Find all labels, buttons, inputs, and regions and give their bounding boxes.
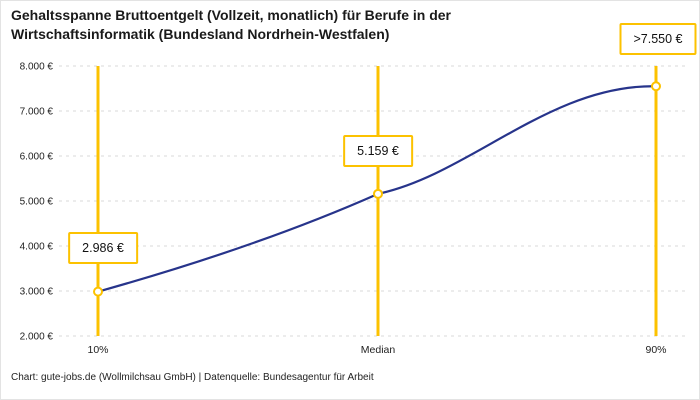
y-tick-label: 2.000 € [20,332,54,343]
data-point-Median [373,188,383,199]
y-tick-label: 8.000 € [20,62,54,73]
y-tick-label: 6.000 € [20,152,54,163]
chart-title: Gehaltsspanne Bruttoentgelt (Vollzeit, m… [11,7,452,42]
chart-source: Chart: gute-jobs.de (Wollmilchsau GmbH) … [11,372,374,383]
data-point-10% [93,286,103,297]
point-label-90pct: >7.550 € [619,23,697,55]
data-point-90% [651,81,661,92]
y-tick-label: 5.000 € [20,197,54,208]
y-tick-label: 4.000 € [20,242,54,253]
x-tick-label: 90% [645,344,666,356]
x-tick-label: 10% [87,344,108,356]
y-tick-label: 3.000 € [20,287,54,298]
x-tick-label: Median [361,344,396,356]
point-label-median: 5.159 € [343,134,413,167]
y-tick-label: 7.000 € [20,107,54,118]
point-label-10pct: 2.986 € [68,231,138,264]
